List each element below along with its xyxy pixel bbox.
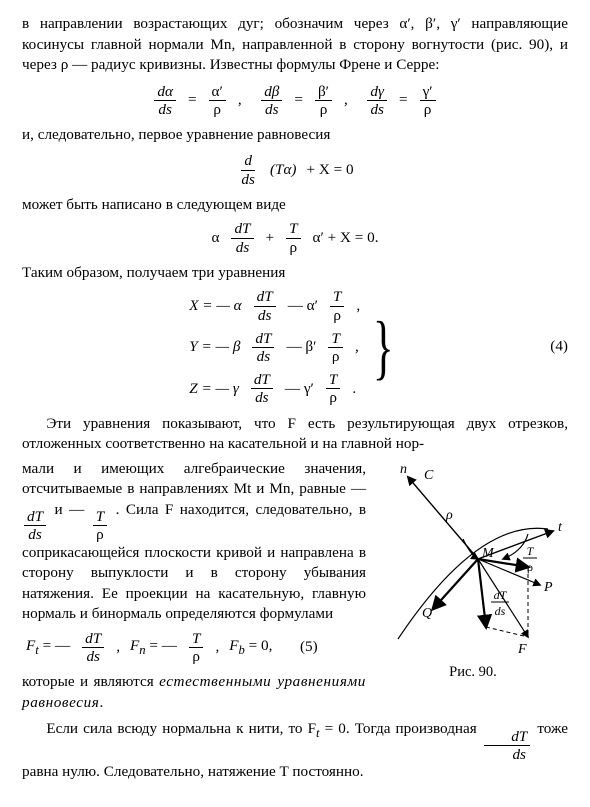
frac-num: T — [93, 509, 107, 526]
eq5-ceq: = 0, — [245, 637, 273, 654]
figure-caption: Рис. 90. — [378, 663, 568, 683]
frac-num: dT — [252, 331, 274, 348]
para-5b-mid: и — [55, 501, 70, 518]
eq3-term: α — [211, 228, 219, 249]
frac-den: ds — [83, 648, 103, 664]
p7-pre: Если сила всюду нормальна к нити, то F — [46, 720, 316, 737]
eq-5: Ft = — dTds , Fn = — Tρ , Fb = 0, (5) — [26, 631, 366, 664]
eq4-y-c: , — [355, 337, 359, 358]
eq-arg: (Tα) — [270, 160, 297, 181]
eq4-x-b: — α′ — [288, 296, 318, 317]
frac-den: ρ — [93, 526, 107, 542]
frac-den: ρ — [287, 239, 301, 255]
fig-Q-label: Q — [422, 606, 432, 621]
fig-F-label: F — [517, 642, 527, 657]
eq-3: α dTds + Tρ α′ + X = 0. — [22, 221, 568, 254]
frac-num: dT — [82, 631, 104, 648]
fig-P-label: P — [543, 580, 553, 595]
eq3-term: α′ + X = 0. — [313, 228, 379, 249]
frac-den: ds — [254, 348, 274, 364]
frac-num: dβ — [261, 84, 282, 101]
frac-num: T — [189, 631, 203, 648]
eq-4: X = — α dTds — α′ Tρ , Y = — β dTds — β′… — [22, 289, 568, 405]
eq5-beq: = — — [146, 637, 177, 654]
eq-label-5: (5) — [300, 637, 318, 658]
eq4-x-a: X = — α — [189, 296, 241, 317]
frac-num: dα — [154, 84, 176, 101]
frac-num: β′ — [315, 84, 332, 101]
fig-rho-label: ρ — [445, 508, 453, 523]
frac-den: ρ — [317, 101, 331, 117]
right-brace: } — [373, 315, 394, 380]
para-5a: Эти уравнения показывают, что F есть рез… — [22, 414, 568, 455]
frac-den: ρ — [189, 648, 203, 664]
frac-den: ds — [485, 746, 529, 762]
eq5-c: F — [229, 637, 238, 654]
frac-num: T — [326, 372, 340, 389]
para-7: Если сила всюду нормальна к нити, то Ft … — [22, 719, 568, 783]
eq5-aeq: = — — [39, 637, 70, 654]
frac-den: ρ — [421, 101, 435, 117]
eq4-x-c: , — [356, 296, 360, 317]
eq5-a: F — [26, 637, 35, 654]
frac-num: T — [328, 331, 342, 348]
fig-n-label: n — [400, 462, 407, 477]
eq3-term: + — [266, 228, 275, 249]
frac-den: ds — [367, 101, 387, 117]
eq-label-4: (4) — [550, 337, 568, 358]
para-2: и, следовательно, первое уравнение равно… — [22, 125, 568, 146]
para-6: которые и являются естественными уравнен… — [22, 672, 366, 713]
figure-90: ρ M T ρ dT ds Q — [378, 459, 568, 659]
frac-den: ds — [25, 526, 45, 542]
eq-rhs: + X = 0 — [306, 160, 353, 181]
para-5b: мали и имеющих алгебраические значения, … — [22, 459, 366, 625]
frac-den: ρ — [329, 348, 343, 364]
fig-t-label: t — [558, 520, 563, 535]
eq-frenet: dαds = α′ρ , dβds = β′ρ , dγds = γ′ρ — [22, 82, 568, 117]
eq4-y-b: — β′ — [286, 337, 316, 358]
frac-den: ds — [262, 101, 282, 117]
frac-num: dT — [24, 509, 46, 526]
eq-2: dds (Tα) + X = 0 — [22, 151, 568, 186]
frac-den: ρ — [330, 307, 344, 323]
frac-num: dT — [231, 221, 253, 238]
frac-num: α′ — [209, 84, 226, 101]
fig-Trho-num: T — [527, 544, 535, 558]
frac-den: ds — [238, 171, 258, 187]
frac-num: dT — [484, 729, 530, 746]
frac-num: d — [241, 153, 255, 170]
p7-mid: = 0. Тогда производная — [320, 720, 482, 737]
frac-den: ds — [233, 239, 253, 255]
frac-den: ds — [255, 307, 275, 323]
frac-den: ds — [155, 101, 175, 117]
eq4-z-a: Z = — γ — [189, 379, 239, 400]
frac-den: ds — [252, 389, 272, 405]
eq5-sep: , — [215, 637, 219, 658]
para-3: может быть написано в следующем виде — [22, 195, 568, 216]
eq5-sep: , — [116, 637, 120, 658]
frac-num: dT — [254, 289, 276, 306]
para-5b-pre: мали и имеющих алгебраические значения, … — [22, 460, 366, 498]
frac-num: dγ — [367, 84, 387, 101]
frac-num: γ′ — [420, 84, 436, 101]
frac-num: T — [286, 221, 300, 238]
eq4-z-c: . — [352, 379, 356, 400]
eq4-y-a: Y = — β — [189, 337, 240, 358]
para-1: в направлении возрастающих дуг; обозначи… — [22, 14, 568, 76]
frac-num: dT — [251, 372, 273, 389]
para-5b-post: . Сила F находится, следовательно, в соп… — [22, 501, 366, 623]
frac-den: ρ — [210, 101, 224, 117]
fig-C-label: C — [424, 468, 434, 483]
eq5-b: F — [130, 637, 139, 654]
eq4-z-b: — γ′ — [285, 379, 314, 400]
frac-den: ρ — [326, 389, 340, 405]
frac-num: T — [330, 289, 344, 306]
para-4: Таким образом, получаем три уравнения — [22, 263, 568, 284]
fig-dTds-den: ds — [495, 604, 506, 618]
